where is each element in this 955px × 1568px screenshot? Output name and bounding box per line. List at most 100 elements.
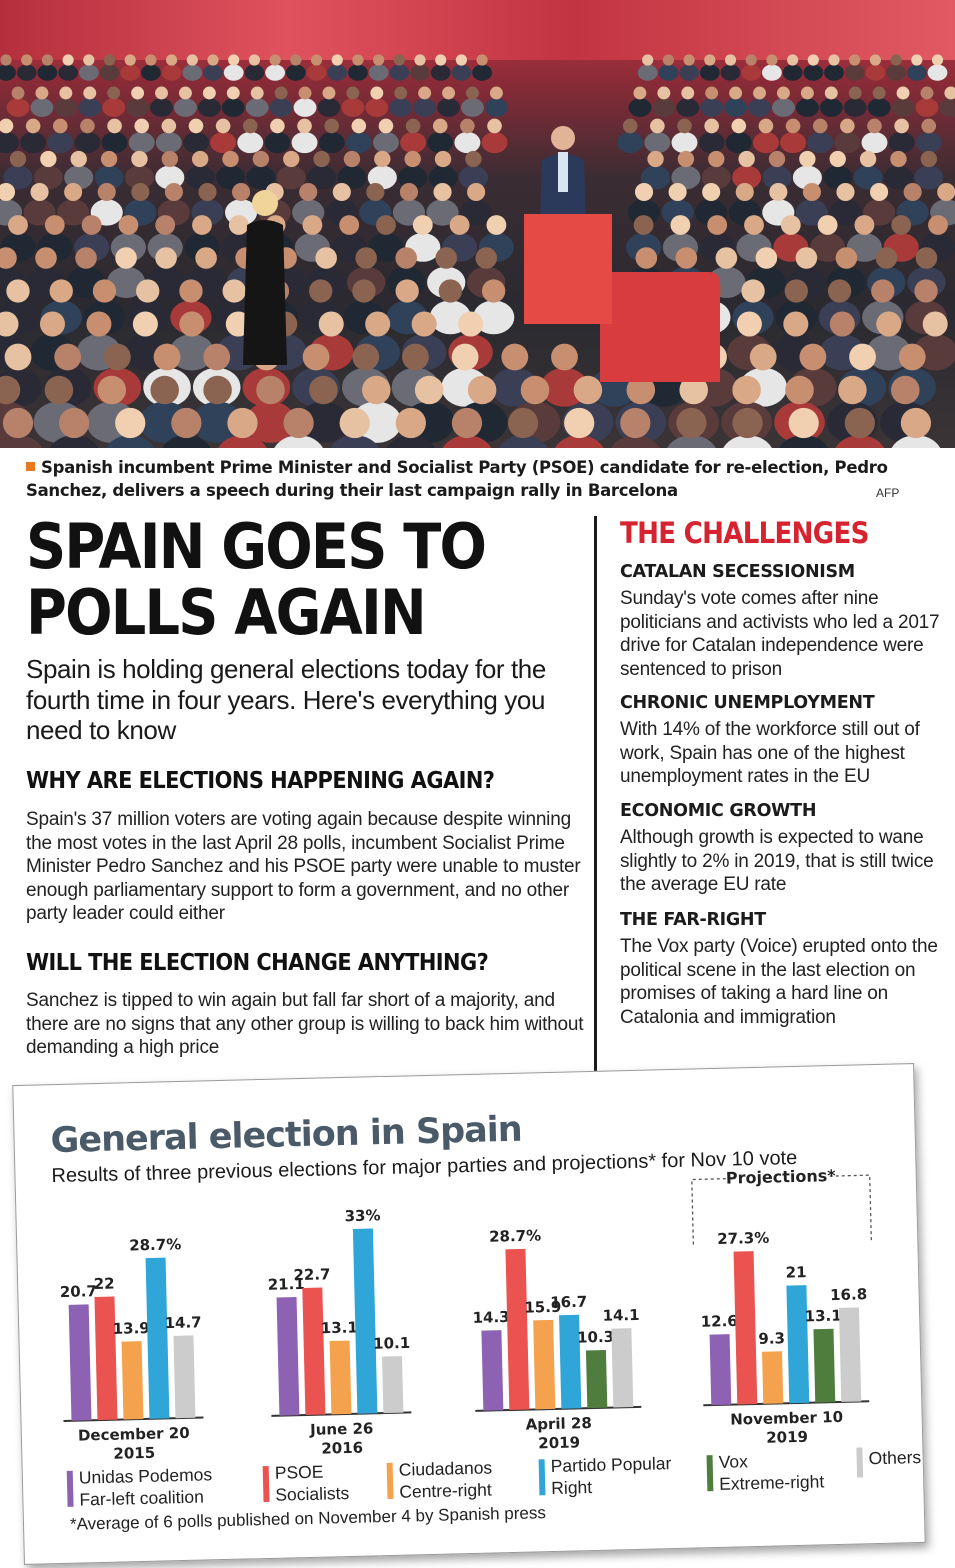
bar-value-label: 21.1 bbox=[267, 1275, 304, 1294]
podium bbox=[524, 214, 612, 324]
stage-riser bbox=[600, 272, 720, 382]
challenge-heading-growth: ECONOMIC GROWTH bbox=[620, 801, 817, 821]
bar bbox=[762, 1351, 784, 1404]
bar-value-label: 22.7 bbox=[293, 1265, 330, 1284]
legend-label: Ciudadanos Centre-right bbox=[399, 1456, 493, 1502]
group-label-year: 2015 bbox=[113, 1444, 155, 1463]
bar bbox=[533, 1319, 556, 1410]
bar bbox=[838, 1307, 862, 1402]
legend-label-name: Vox bbox=[718, 1451, 749, 1472]
legend-label-name: Partido Popular bbox=[550, 1453, 672, 1477]
challenge-heading-far-right: THE FAR-RIGHT bbox=[620, 910, 766, 930]
photo-credit: AFP bbox=[876, 486, 900, 500]
group-label: April 28 bbox=[525, 1414, 592, 1434]
challenge-heading-unemployment: CHRONIC UNEMPLOYMENT bbox=[620, 693, 875, 713]
bar-value-label: 13.1 bbox=[804, 1307, 841, 1326]
group-label-year: 2019 bbox=[766, 1428, 808, 1447]
bar bbox=[481, 1330, 504, 1411]
legend-swatch bbox=[66, 1470, 74, 1507]
challenge-body-catalan: Sunday's vote comes after nine politicia… bbox=[620, 588, 940, 680]
bar bbox=[145, 1257, 170, 1419]
woman-figure bbox=[243, 190, 287, 365]
section-heading-change: WILL THE ELECTION CHANGE ANYTHING? bbox=[26, 950, 489, 976]
group-label: November 10 bbox=[730, 1408, 843, 1429]
legend-label: Others bbox=[868, 1446, 921, 1469]
projections-label: Projections* bbox=[726, 1166, 837, 1188]
bar bbox=[813, 1328, 836, 1403]
legend-swatch bbox=[706, 1455, 714, 1492]
legend-label-name: Others bbox=[868, 1446, 922, 1469]
challenge-body-far-right: The Vox party (Voice) erupted onto the p… bbox=[620, 936, 938, 1028]
legend-swatch bbox=[538, 1459, 546, 1496]
challenges-title: THE CHALLENGES bbox=[620, 516, 869, 550]
bar bbox=[611, 1328, 634, 1408]
legend-label: Partido Popular Right bbox=[550, 1452, 672, 1499]
caption-marker-icon bbox=[26, 462, 35, 471]
group-label-year: 2019 bbox=[538, 1433, 580, 1452]
bar-value-label: 13.1 bbox=[321, 1318, 358, 1337]
group-label-year: 2016 bbox=[321, 1439, 363, 1458]
section-body-change: Sanchez is tipped to win again but fall … bbox=[26, 990, 584, 1058]
bar bbox=[121, 1341, 144, 1420]
bar bbox=[382, 1356, 404, 1414]
speaker-figure bbox=[540, 126, 586, 220]
legend-swatch bbox=[856, 1447, 864, 1478]
bar bbox=[733, 1251, 758, 1405]
bar-value-label: 14.1 bbox=[602, 1306, 639, 1325]
photo-background-banner bbox=[0, 0, 955, 60]
bar-value-label: 28.7% bbox=[489, 1226, 541, 1245]
article-headline: SPAIN GOES TO POLLS AGAIN bbox=[26, 510, 487, 649]
article-intro: Spain is holding general elections today… bbox=[26, 654, 546, 745]
election-chart-card: General election in Spain Results of thr… bbox=[12, 1063, 926, 1565]
bar-value-label: 14.3 bbox=[472, 1308, 509, 1327]
bar-value-label: 10.1 bbox=[373, 1334, 410, 1353]
section-heading-why: WHY ARE ELECTIONS HAPPENING AGAIN? bbox=[26, 768, 495, 794]
bar-value-label: 16.8 bbox=[830, 1285, 867, 1304]
bar-value-label: 21 bbox=[785, 1263, 806, 1282]
bar bbox=[352, 1228, 378, 1414]
legend-label: PSOE Socialists bbox=[275, 1460, 350, 1506]
bar-value-label: 16.7 bbox=[550, 1293, 587, 1312]
bar bbox=[786, 1285, 810, 1404]
bar bbox=[94, 1296, 118, 1421]
bar bbox=[559, 1314, 582, 1409]
challenge-body-unemployment: With 14% of the workforce still out of w… bbox=[620, 719, 920, 787]
section-body-why: Spain's 37 million voters are voting aga… bbox=[26, 809, 581, 924]
challenge-heading-catalan: CATALAN SECESSIONISM bbox=[620, 562, 855, 582]
bar-value-label: 22 bbox=[93, 1274, 114, 1293]
bar bbox=[302, 1287, 326, 1416]
group-label: December 20 bbox=[78, 1424, 190, 1445]
legend-label-description: Socialists bbox=[275, 1482, 350, 1505]
bar-value-label: 10.3 bbox=[577, 1328, 614, 1347]
legend-label: Unidas Podemos Far-left coalition bbox=[79, 1463, 213, 1510]
bar-value-label: 28.7% bbox=[129, 1235, 181, 1254]
bar-value-label: 33% bbox=[344, 1206, 380, 1225]
bar bbox=[709, 1334, 732, 1406]
legend-label-name: Ciudadanos bbox=[398, 1457, 493, 1480]
legend-label-name: Unidas Podemos bbox=[78, 1464, 213, 1488]
legend-swatch bbox=[386, 1462, 394, 1500]
photo-caption-text: Spanish incumbent Prime Minister and Soc… bbox=[26, 458, 888, 500]
bar bbox=[585, 1349, 608, 1409]
crowd-illustration bbox=[0, 54, 955, 448]
legend-label-description: Right bbox=[551, 1477, 593, 1499]
legend-label-description: Far-left coalition bbox=[79, 1486, 205, 1510]
bar bbox=[276, 1297, 300, 1416]
rally-photo bbox=[0, 0, 955, 448]
bar bbox=[68, 1304, 92, 1421]
legend-label: Vox Extreme-right bbox=[718, 1448, 824, 1495]
bar-value-label: 27.3% bbox=[717, 1229, 769, 1248]
bar bbox=[173, 1335, 196, 1419]
bar-value-label: 20.7 bbox=[60, 1282, 97, 1301]
bar-value-label: 9.3 bbox=[758, 1329, 785, 1348]
bar bbox=[329, 1340, 352, 1415]
legend-label-description: Centre-right bbox=[399, 1479, 492, 1502]
group-label: June 26 bbox=[309, 1419, 374, 1439]
legend-swatch bbox=[262, 1465, 270, 1503]
column-divider bbox=[594, 516, 597, 1072]
legend-label-name: PSOE bbox=[274, 1461, 324, 1483]
legend-label-description: Extreme-right bbox=[718, 1471, 825, 1494]
projections-bracket bbox=[691, 1174, 872, 1245]
bar-value-label: 15.9 bbox=[524, 1298, 561, 1317]
